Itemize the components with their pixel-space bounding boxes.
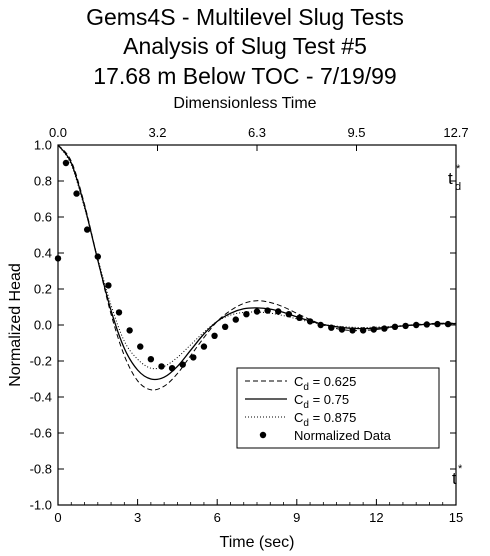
data-point [147,356,155,363]
x-tick-label: 15 [449,510,463,525]
ticks-layer [57,144,457,506]
y-tick-label: 0.6 [34,210,52,225]
top-x-tick-label: 9.5 [347,125,365,140]
y-tick-label: -0.2 [30,354,52,369]
y-tick-label: 1.0 [34,138,52,153]
data-point [105,282,112,289]
data-point [168,365,176,372]
legend-label: Normalized Data [294,428,392,443]
data-point [402,322,409,330]
x-tick-label: 3 [134,510,141,525]
data-point [200,343,208,350]
data-point [317,321,324,329]
chart-title-line-2: Analysis of Slug Test #5 [123,33,367,59]
top-axis-marker-superscript: * [456,163,461,175]
series-layer [54,144,457,391]
top-x-tick-label: 12.7 [443,125,468,140]
legend-label: Cd = 0.875 [294,410,356,429]
data-point [94,253,102,260]
legend-label: Cd = 0.75 [294,392,349,411]
y-axis-label: Normalized Head [7,263,24,387]
x-tick-label: 0 [54,510,61,525]
data-point [328,324,335,331]
labels-layer: 0 3 6 9 12 15 0.0 3.2 6.3 9.5 12.7 -1.0 -0.8 -0.6 -0.4… [7,125,469,551]
data-point [296,314,303,321]
data-point [359,327,367,334]
x-axis-label: Time (sec) [220,534,295,551]
x-tick-label: 12 [369,510,383,525]
data-point [179,361,186,368]
data-point [232,316,239,323]
data-point [73,190,80,197]
data-point [83,226,91,233]
series-line-dashed [57,144,457,391]
y-tick-label: 0.8 [34,174,52,189]
data-point [190,354,197,361]
y-tick-label: 0.4 [34,246,52,261]
data-point [126,327,133,334]
top-x-tick-label: 6.3 [248,125,266,140]
data-point [413,321,420,329]
top-axis-title: Dimensionless Time [173,95,317,112]
top-axis-marker-subscript: d [455,181,461,193]
top-x-tick-label: 0.0 [49,125,67,140]
x-tick-label: 6 [214,510,221,525]
data-point [62,159,70,167]
y-tick-label: -0.6 [30,426,52,441]
data-point [285,311,293,318]
bottom-axis-marker: t [452,469,457,488]
y-tick-label: -0.8 [30,462,52,477]
data-point [221,323,229,330]
data-point [211,332,218,339]
data-point [275,308,282,315]
legend-label: Cd = 0.625 [294,374,356,393]
data-point [264,307,271,314]
data-point [423,321,431,328]
data-point [243,311,250,318]
y-tick-label: -0.4 [30,390,52,405]
data-point [391,323,399,330]
y-tick-label: 0.0 [34,318,52,333]
data-point [158,363,165,370]
top-x-tick-label: 3.2 [148,125,166,140]
data-point [137,343,144,350]
data-point [338,326,346,333]
data-point [349,327,356,334]
data-point [381,325,388,332]
series-line-solid [57,144,457,381]
y-tick-label: 0.2 [34,282,52,297]
data-point [434,320,441,328]
data-point [370,326,377,333]
data-point [253,308,261,315]
bottom-axis-marker-superscript: * [458,463,463,475]
data-point [115,309,123,316]
y-tick-label: -1.0 [30,498,52,513]
x-tick-label: 9 [293,510,300,525]
legend-swatch-markers [259,431,267,439]
data-point [54,255,62,262]
data-point [306,318,314,325]
data-point [444,320,452,328]
chart-title-line-3: 17.68 m Below TOC - 7/19/99 [93,63,397,89]
top-axis-marker: t [448,169,453,188]
chart-title-line-1: Gems4S - Multilevel Slug Tests [86,4,404,30]
